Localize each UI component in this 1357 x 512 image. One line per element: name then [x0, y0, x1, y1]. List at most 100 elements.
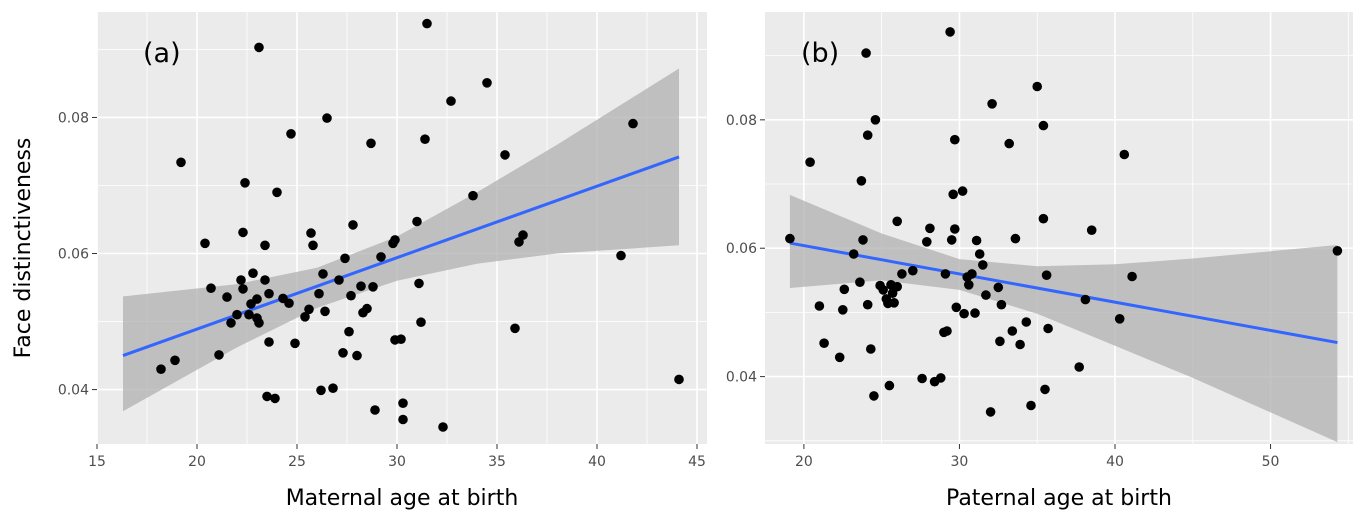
data-point: [861, 48, 871, 58]
data-point: [1038, 213, 1049, 224]
panel-a-x-axis-title: Maternal age at birth: [286, 486, 519, 511]
data-point: [1010, 233, 1021, 244]
data-point: [286, 129, 296, 139]
data-point: [936, 373, 946, 383]
data-point: [414, 278, 424, 289]
data-point: [1007, 326, 1018, 336]
x-tick-label: 20: [188, 454, 206, 470]
data-point: [376, 252, 386, 262]
data-point: [290, 338, 300, 349]
data-point: [254, 42, 264, 53]
data-point: [238, 284, 248, 294]
data-point: [446, 96, 456, 106]
panel-b-y-ticks: 0.04 0.06 0.08: [726, 113, 765, 386]
data-point: [889, 298, 899, 308]
data-point: [200, 238, 210, 249]
data-point: [805, 157, 815, 167]
data-point: [1021, 317, 1032, 327]
data-point: [398, 414, 408, 425]
y-tick-label: 0.06: [726, 241, 757, 257]
panel-a: 15 20 25 30 35 40 45 0.04 0.06 0.08 (a) Maternal…: [58, 12, 707, 511]
data-point: [870, 115, 881, 125]
data-point: [946, 235, 957, 245]
data-point: [834, 352, 845, 363]
data-point: [420, 134, 430, 144]
data-point: [858, 235, 868, 245]
data-point: [884, 380, 895, 391]
data-point: [260, 275, 270, 285]
data-point: [819, 338, 829, 349]
data-point: [1041, 270, 1052, 281]
data-point: [368, 282, 378, 292]
x-tick-label: 40: [1106, 454, 1124, 470]
data-point: [348, 220, 358, 230]
data-point: [862, 299, 873, 310]
data-point: [334, 275, 344, 285]
data-point: [892, 281, 902, 292]
data-point: [170, 355, 180, 366]
data-point: [967, 269, 977, 279]
data-point: [1043, 323, 1053, 334]
data-point: [352, 350, 362, 361]
data-point: [206, 283, 216, 294]
data-point: [1015, 339, 1025, 350]
data-point: [1004, 138, 1014, 149]
data-point: [340, 253, 350, 264]
data-point: [238, 227, 248, 238]
data-point: [995, 336, 1005, 347]
data-point: [1086, 225, 1097, 235]
data-point: [366, 138, 376, 149]
data-point: [1127, 271, 1137, 282]
data-point: [518, 230, 528, 240]
data-point: [978, 260, 988, 270]
y-axis-title: Face distinctiveness: [11, 138, 36, 359]
data-point: [356, 281, 366, 292]
data-point: [950, 134, 960, 145]
data-point: [254, 318, 264, 328]
data-point: [316, 385, 326, 396]
panel-a-points: [156, 18, 684, 432]
data-point: [959, 308, 969, 319]
data-point: [950, 224, 960, 234]
data-point: [981, 290, 991, 300]
data-point: [240, 178, 250, 188]
data-point: [226, 318, 236, 328]
data-point: [925, 223, 935, 234]
data-point: [270, 393, 280, 404]
x-tick-label: 40: [588, 454, 606, 470]
data-point: [344, 326, 354, 337]
data-point: [222, 292, 232, 302]
data-point: [856, 176, 867, 186]
data-point: [510, 323, 520, 334]
data-point: [892, 216, 902, 227]
data-point: [869, 391, 879, 401]
data-point: [328, 383, 338, 394]
data-point: [264, 288, 274, 299]
panel-b-label: (b): [801, 38, 839, 69]
data-point: [1026, 400, 1036, 411]
data-point: [628, 118, 638, 129]
panel-a-label: (a): [143, 38, 181, 69]
data-point: [814, 301, 825, 311]
data-point: [974, 249, 985, 259]
panel-a-regression-line: [122, 155, 680, 357]
y-tick-label: 0.08: [726, 113, 757, 129]
data-point: [1080, 294, 1091, 305]
data-point: [1114, 314, 1125, 324]
data-point: [308, 240, 318, 251]
data-point: [314, 288, 324, 299]
data-point: [942, 326, 952, 336]
x-tick-label: 30: [951, 454, 969, 470]
data-point: [416, 317, 426, 328]
data-point: [848, 249, 859, 259]
data-point: [156, 364, 166, 375]
data-point: [897, 269, 907, 279]
data-point: [262, 391, 272, 402]
x-tick-label: 35: [488, 454, 506, 470]
y-tick-label: 0.06: [58, 247, 89, 263]
data-point: [940, 269, 951, 279]
data-point: [839, 284, 850, 295]
data-point: [866, 344, 876, 354]
data-point: [785, 233, 795, 244]
